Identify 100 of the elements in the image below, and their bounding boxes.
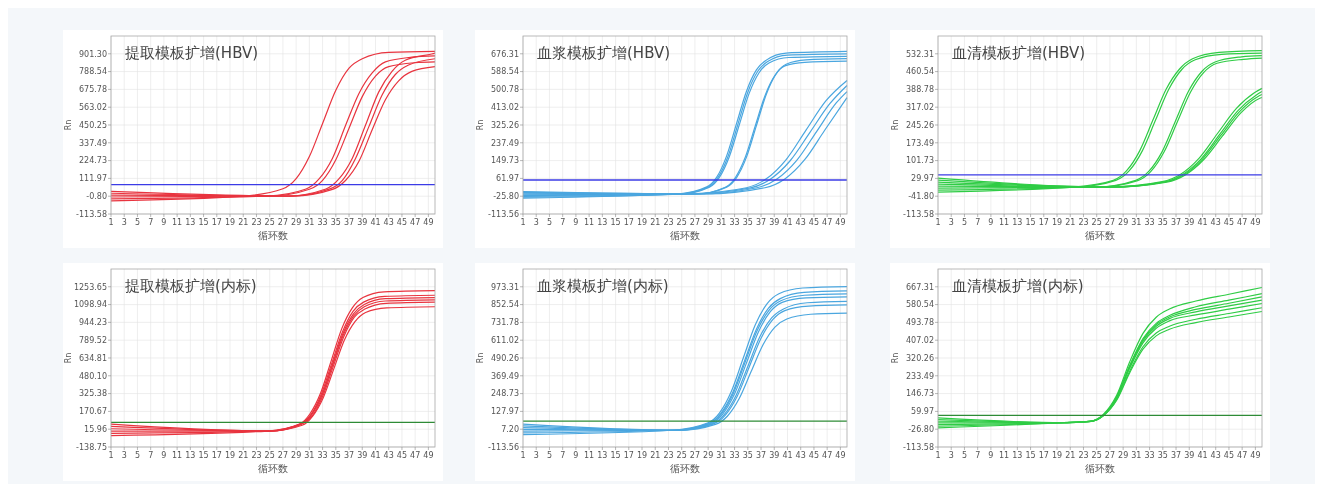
x-axis-title: 循环数	[1085, 230, 1115, 241]
x-tick-label: 25	[676, 451, 687, 460]
x-tick-label: 23	[251, 451, 262, 460]
x-tick-label: 11	[584, 218, 595, 227]
y-tick-label: 237.49	[491, 138, 519, 148]
y-tick-label: 224.73	[79, 156, 107, 166]
y-tick-label: 675.78	[79, 85, 107, 95]
x-tick-label: 27	[277, 451, 289, 460]
y-tick-label: -25.80	[493, 192, 519, 201]
x-tick-label: 1	[520, 451, 526, 460]
x-tick-label: 21	[650, 218, 661, 227]
x-tick-label: 39	[1184, 218, 1195, 227]
x-tick-label: 23	[251, 218, 262, 227]
x-tick-label: 13	[597, 218, 608, 227]
y-tick-label: -113.56	[488, 442, 519, 452]
x-tick-label: 37	[1170, 451, 1182, 460]
x-tick-label: 11	[584, 451, 595, 460]
y-tick-label: 61.97	[496, 174, 519, 184]
y-tick-label: 233.49	[906, 371, 934, 381]
y-tick-label: -0.80	[86, 192, 107, 201]
x-tick-label: 19	[224, 218, 236, 227]
x-tick-label: 9	[573, 451, 579, 460]
x-tick-label: 1	[935, 451, 941, 460]
x-tick-label: 17	[211, 451, 222, 460]
y-tick-label: -113.58	[903, 209, 934, 219]
y-axis-title: Rn	[476, 352, 485, 364]
x-tick-label: 19	[1051, 218, 1063, 227]
x-tick-label: 7	[148, 218, 154, 227]
x-tick-label: 33	[729, 218, 740, 227]
y-tick-label: 149.73	[491, 156, 519, 166]
y-tick-label: -41.80	[908, 191, 934, 201]
x-tick-label: 9	[988, 451, 994, 460]
x-tick-label: 31	[304, 451, 315, 460]
y-tick-label: 580.54	[906, 300, 934, 310]
x-tick-label: 27	[277, 218, 289, 227]
x-tick-label: 49	[1250, 451, 1261, 460]
x-tick-label: 33	[1144, 218, 1155, 227]
y-tick-label: 450.25	[79, 120, 107, 130]
x-tick-label: 5	[134, 218, 140, 227]
x-tick-label: 27	[1104, 451, 1116, 460]
y-tick-label: 731.78	[491, 318, 519, 328]
y-tick-label: 111.97	[79, 174, 107, 184]
x-tick-label: 21	[650, 451, 661, 460]
x-tick-label: 49	[423, 451, 434, 460]
y-tick-label: 7.20	[501, 425, 519, 434]
x-tick-label: 21	[238, 451, 249, 460]
x-tick-label: 13	[1012, 451, 1023, 460]
x-tick-label: 21	[1065, 218, 1076, 227]
y-tick-label: 245.26	[906, 120, 934, 130]
x-tick-label: 25	[1091, 451, 1102, 460]
x-tick-label: 41	[1197, 451, 1208, 460]
x-tick-label: 43	[795, 451, 806, 460]
y-tick-label: 173.49	[906, 138, 934, 148]
y-tick-label: 407.02	[906, 335, 934, 345]
x-tick-label: 37	[343, 451, 355, 460]
x-tick-label: 35	[742, 218, 753, 227]
y-tick-label: 588.54	[491, 67, 519, 77]
x-tick-label: 49	[1250, 218, 1261, 227]
x-tick-label: 17	[1038, 218, 1049, 227]
x-tick-label: 15	[610, 451, 621, 460]
x-tick-label: 47	[822, 218, 833, 227]
x-tick-label: 19	[636, 218, 648, 227]
x-tick-label: 7	[560, 451, 566, 460]
x-tick-label: 11	[999, 218, 1010, 227]
x-tick-label: 25	[1091, 218, 1102, 227]
y-tick-label: 29.97	[911, 174, 934, 184]
x-tick-label: 35	[1157, 218, 1168, 227]
x-tick-label: 7	[975, 451, 981, 460]
y-tick-label: 789.52	[79, 335, 107, 345]
x-tick-label: 3	[948, 451, 954, 460]
x-tick-label: 31	[1131, 451, 1142, 460]
x-tick-label: 37	[343, 218, 355, 227]
x-tick-label: 47	[410, 218, 421, 227]
y-tick-label: 1098.94	[73, 300, 107, 310]
x-tick-label: 13	[185, 451, 196, 460]
x-tick-label: 3	[121, 218, 127, 227]
y-tick-label: 493.78	[906, 318, 934, 328]
x-tick-label: 39	[357, 451, 368, 460]
x-tick-label: 17	[623, 451, 634, 460]
x-tick-label: 5	[546, 451, 552, 460]
x-tick-label: 3	[533, 218, 539, 227]
x-tick-label: 47	[1237, 218, 1248, 227]
x-tick-label: 39	[769, 451, 780, 460]
x-tick-label: 29	[1118, 451, 1129, 460]
x-tick-label: 45	[1223, 451, 1235, 460]
x-tick-label: 15	[1025, 451, 1036, 460]
text: 提取模板扩增(HBV)	[125, 44, 259, 62]
x-tick-label: 23	[663, 451, 674, 460]
x-tick-label: 29	[703, 451, 714, 460]
x-tick-label: 17	[211, 218, 222, 227]
x-tick-label: 49	[835, 451, 846, 460]
x-tick-label: 45	[396, 218, 408, 227]
y-tick-label: 1253.65	[73, 282, 107, 292]
y-tick-label: 170.67	[79, 407, 107, 417]
x-tick-label: 47	[822, 451, 833, 460]
y-tick-label: 973.31	[491, 282, 519, 292]
x-tick-label: 21	[1065, 451, 1076, 460]
x-tick-label: 13	[597, 451, 608, 460]
y-tick-label: 127.97	[491, 407, 519, 417]
y-tick-label: 788.54	[79, 67, 107, 77]
